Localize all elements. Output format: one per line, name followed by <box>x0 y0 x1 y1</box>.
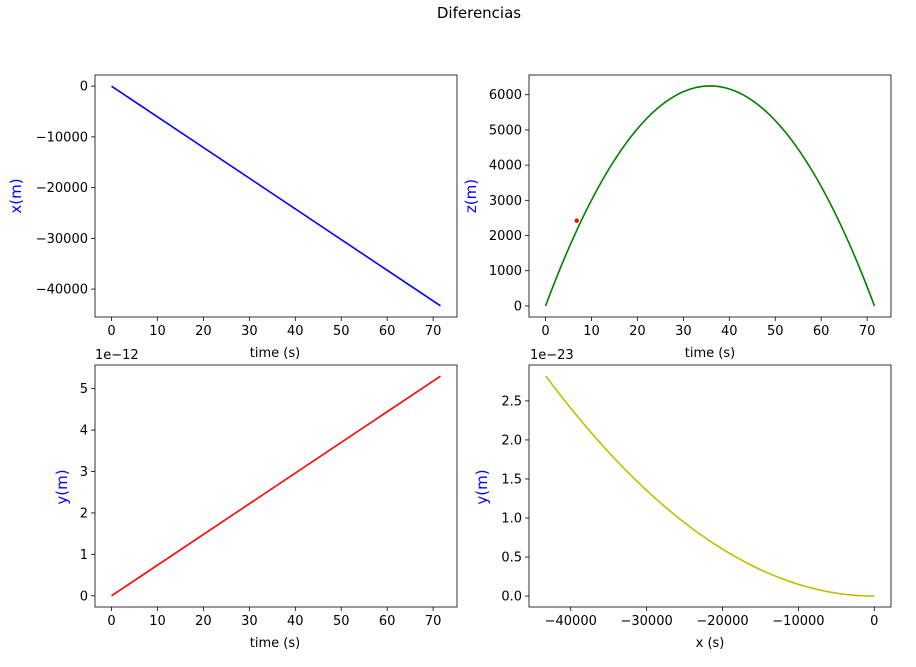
y-tick-label: 6000 <box>489 88 522 103</box>
axis-offset-label: 1e−12 <box>95 348 139 363</box>
x-tick-label: 40 <box>721 324 738 339</box>
axes-frame <box>528 74 892 318</box>
y-tick-label: 3000 <box>489 194 522 209</box>
subplot-x-vs-time: 0 10 20 30 40 50 60 70 −40000 −30000 −20000 −10000 0… <box>7 74 458 361</box>
x-axis-label: time (s) <box>685 346 735 361</box>
y-tick-label: 1.0 <box>501 512 522 527</box>
x-tick-label: 50 <box>333 614 350 629</box>
x-axis-label: time (s) <box>250 346 300 361</box>
x-tick-label: 0 <box>107 324 115 339</box>
x-tick-label: 10 <box>149 324 166 339</box>
x-tick-label: 10 <box>149 614 166 629</box>
y-tick-label: 0.0 <box>501 590 522 605</box>
subplot-y-vs-x: −40000 −30000 −20000 −10000 0 0.0 0.5 1.0 1.5 2.0… <box>473 348 892 651</box>
x-tick-label: 30 <box>241 614 258 629</box>
x-axis-label: x (s) <box>696 636 725 651</box>
y-tick-label: 1000 <box>489 264 522 279</box>
x-tick-label: 20 <box>629 324 646 339</box>
x-tick-label: 20 <box>195 324 212 339</box>
x-tick-label: 40 <box>287 614 304 629</box>
y-tick-label: 0 <box>514 299 522 314</box>
y-tick-label: 1 <box>80 548 88 563</box>
y-axis-label: y(m) <box>53 469 71 504</box>
series-line <box>111 375 441 597</box>
y-tick-label: 5000 <box>489 123 522 138</box>
subplot-y-vs-time: 0 10 20 30 40 50 60 70 0 1 2 3 4 5 1e−12 time (s) y(m… <box>53 348 458 651</box>
x-tick-label: 30 <box>675 324 692 339</box>
axes-frame <box>94 364 458 608</box>
x-tick-label: −40000 <box>545 614 597 629</box>
series-line <box>544 85 876 307</box>
x-tick-label: 50 <box>333 324 350 339</box>
y-tick-label: −40000 <box>36 283 88 298</box>
x-tick-label: 0 <box>107 614 115 629</box>
y-tick-label: 0 <box>80 80 88 95</box>
x-tick-label: −20000 <box>696 614 748 629</box>
x-tick-label: 70 <box>425 324 442 339</box>
x-tick-label: −30000 <box>621 614 673 629</box>
axes-frame <box>528 364 892 608</box>
x-tick-label: 70 <box>859 324 876 339</box>
y-tick-label: 0.5 <box>501 551 522 566</box>
y-tick-label: 2.0 <box>501 433 522 448</box>
figure-title: Diferencias <box>437 4 521 22</box>
x-tick-label: 50 <box>767 324 784 339</box>
series-line <box>545 375 875 597</box>
x-tick-label: 70 <box>425 614 442 629</box>
x-tick-label: 40 <box>287 324 304 339</box>
data-point <box>574 218 579 223</box>
y-tick-label: 1.5 <box>501 472 522 487</box>
x-tick-label: 10 <box>583 324 600 339</box>
y-axis-label: x(m) <box>7 178 25 213</box>
subplot-z-vs-time: 0 10 20 30 40 50 60 70 0 1000 2000 3000 4000 5000 6000… <box>462 74 892 361</box>
x-tick-label: −10000 <box>772 614 824 629</box>
y-tick-label: −20000 <box>36 181 88 196</box>
y-tick-label: 5 <box>80 382 88 397</box>
y-axis-label: z(m) <box>462 179 480 213</box>
x-tick-label: 30 <box>241 324 258 339</box>
y-tick-label: −10000 <box>36 130 88 145</box>
x-axis-label: time (s) <box>250 636 300 651</box>
y-tick-label: 0 <box>80 589 88 604</box>
y-tick-label: 3 <box>80 465 88 480</box>
x-tick-label: 60 <box>813 324 830 339</box>
y-axis-label: y(m) <box>473 469 491 504</box>
x-tick-label: 60 <box>379 324 396 339</box>
series-line <box>111 85 441 307</box>
x-tick-label: 60 <box>379 614 396 629</box>
x-tick-label: 20 <box>195 614 212 629</box>
axes-frame <box>94 74 458 318</box>
y-tick-label: 4000 <box>489 159 522 174</box>
y-tick-label: 2000 <box>489 229 522 244</box>
y-tick-label: 4 <box>80 424 88 439</box>
x-tick-label: 0 <box>541 324 549 339</box>
axis-offset-label: 1e−23 <box>530 348 574 363</box>
x-tick-label: 0 <box>870 614 878 629</box>
y-tick-label: −30000 <box>36 232 88 247</box>
y-tick-label: 2.5 <box>501 394 522 409</box>
y-tick-label: 2 <box>80 506 88 521</box>
